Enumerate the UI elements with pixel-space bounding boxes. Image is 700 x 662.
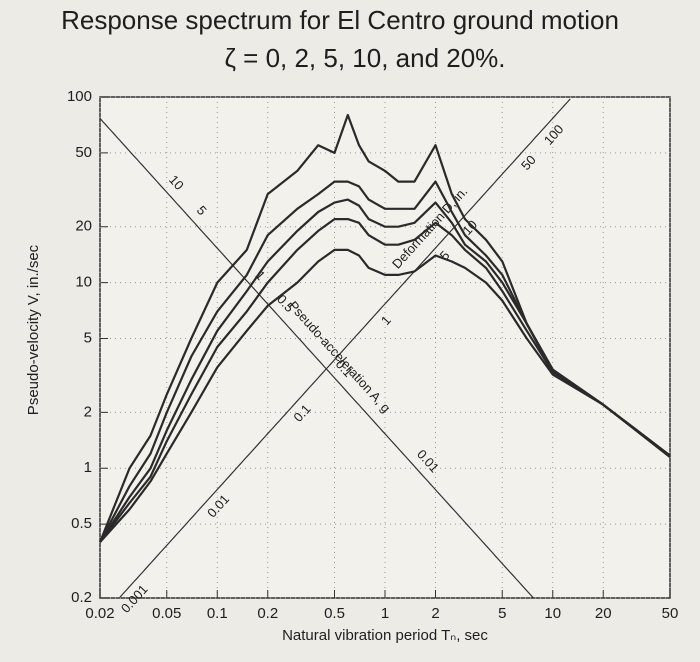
x-tick-label: 0.02 bbox=[85, 605, 114, 622]
spectrum-curve bbox=[99, 180, 671, 543]
deformation-axis-line bbox=[119, 98, 571, 598]
y-tick-label: 0.5 bbox=[71, 515, 92, 532]
y-tick-label: 0.2 bbox=[71, 589, 92, 606]
acceleration-axis-line bbox=[99, 118, 534, 599]
x-tick-label: 0.1 bbox=[207, 605, 228, 622]
x-tick-label: 0.5 bbox=[324, 605, 345, 622]
y-tick-label: 2 bbox=[84, 403, 92, 420]
spectrum-curve bbox=[99, 218, 671, 543]
x-tick-label: 1 bbox=[381, 605, 389, 622]
chart-subtitle: ζ = 0, 2, 5, 10, and 20%. bbox=[224, 43, 505, 73]
y-tick-label: 5 bbox=[84, 329, 92, 346]
x-tick-label: 0.2 bbox=[257, 605, 278, 622]
spectrum-curve bbox=[99, 198, 671, 543]
spectrum-curve bbox=[98, 113, 671, 543]
spectrum-curve bbox=[99, 248, 671, 543]
x-tick-label: 10 bbox=[544, 605, 561, 622]
x-tick-label: 2 bbox=[431, 605, 439, 622]
y-axis-label: Pseudo-velocity V, in./sec bbox=[25, 244, 42, 415]
x-tick-label: 5 bbox=[498, 605, 506, 622]
x-tick-label: 20 bbox=[595, 605, 612, 622]
y-tick-label: 50 bbox=[75, 144, 92, 161]
x-axis-label: Natural vibration period Tₙ, sec bbox=[282, 627, 488, 644]
y-tick-label: 20 bbox=[75, 218, 92, 235]
y-tick-label: 100 bbox=[67, 88, 92, 105]
x-tick-label: 50 bbox=[662, 605, 679, 622]
x-tick-label: 0.05 bbox=[152, 605, 181, 622]
y-tick-label: 10 bbox=[75, 274, 92, 291]
y-tick-label: 1 bbox=[84, 459, 92, 476]
chart-title: Response spectrum for El Centro ground m… bbox=[61, 5, 619, 35]
